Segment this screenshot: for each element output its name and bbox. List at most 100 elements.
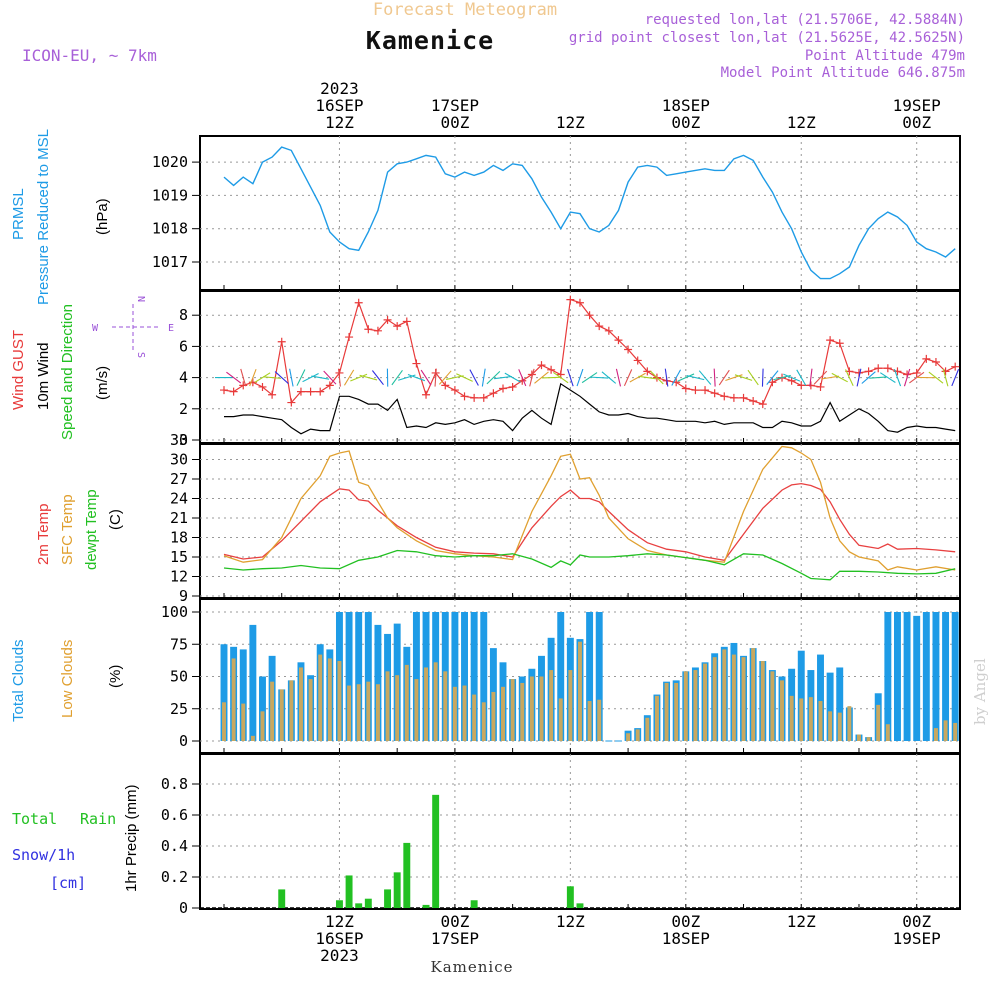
wind-ytick-label: 4 bbox=[179, 369, 188, 387]
low-cloud-bar bbox=[828, 711, 833, 741]
wind-dir-arrow bbox=[856, 368, 862, 387]
compass-e: E bbox=[168, 323, 174, 334]
bottom-time-label: 00Z bbox=[440, 912, 469, 931]
top-time-label: 00Z bbox=[440, 113, 469, 132]
gust-marker bbox=[537, 361, 546, 370]
gust-marker bbox=[422, 390, 431, 399]
low-cloud-bar bbox=[462, 685, 467, 741]
total-cloud-bar bbox=[884, 612, 892, 741]
precip-ytick-label: 0.2 bbox=[161, 868, 188, 886]
total-cloud-bar bbox=[797, 650, 805, 741]
low-cloud-bar bbox=[299, 667, 303, 741]
cloud-unit: (%) bbox=[107, 665, 124, 688]
cloud-labels: Total Clouds Low Clouds (%) bbox=[10, 639, 124, 722]
wind-dir-arrow bbox=[766, 370, 779, 385]
wind-ytick-label: 8 bbox=[179, 306, 188, 324]
low-cloud-bar bbox=[491, 691, 496, 741]
low-cloud-bar bbox=[703, 663, 708, 741]
total-cloud-bar bbox=[932, 612, 940, 741]
gust-marker bbox=[220, 386, 228, 395]
wind-dir-arrow bbox=[226, 371, 242, 384]
precip-bar bbox=[384, 889, 392, 908]
bottom-time-label: 18SEP bbox=[662, 929, 710, 948]
low-cloud-bar bbox=[270, 681, 275, 741]
wind-dir-arrow bbox=[713, 368, 716, 387]
wind-panel: 0 2 4 6 8 bbox=[179, 290, 961, 449]
low-cloud-bar bbox=[770, 671, 775, 741]
wind-labels: Wind GUST 10m Wind Speed and Direction (… bbox=[10, 304, 111, 440]
low-cloud-bar bbox=[760, 661, 765, 741]
gust-marker bbox=[874, 364, 883, 373]
low-cloud-bar bbox=[318, 654, 323, 741]
low-cloud-bar bbox=[799, 698, 804, 741]
dew-label: dewpt Temp bbox=[83, 489, 100, 570]
gust-marker bbox=[402, 317, 411, 326]
dewpt-line bbox=[223, 549, 956, 581]
temp2m-line bbox=[223, 482, 956, 562]
low-cloud-bar bbox=[501, 686, 505, 741]
bottom-time-label: 12Z bbox=[787, 912, 816, 931]
wind-dir-arrow bbox=[796, 369, 807, 386]
wind-dir-arrow bbox=[343, 369, 355, 386]
wind-dir-arrow bbox=[420, 369, 432, 386]
cloud-ytick-label: 100 bbox=[161, 603, 188, 621]
gridpoint-coords: grid point closest lon,lat (21.5625E, 42… bbox=[569, 30, 965, 46]
wind-dir-arrow bbox=[240, 368, 247, 387]
gust-marker bbox=[758, 400, 767, 409]
wind-dir-label: Speed and Direction bbox=[59, 304, 76, 440]
wind-dir-arrow bbox=[504, 372, 521, 383]
top-time-label: 16SEP bbox=[315, 96, 363, 115]
bottom-time-label: 16SEP bbox=[315, 929, 363, 948]
pressure-ytick-label: 1017 bbox=[152, 253, 188, 271]
wind-dir-arrow bbox=[734, 374, 753, 381]
low-cloud-bar bbox=[578, 641, 582, 741]
wind-dir-arrow bbox=[391, 369, 403, 386]
temp-ytick-label: 30 bbox=[170, 451, 188, 469]
gust-marker bbox=[595, 322, 604, 331]
cloud-ytick-label: 75 bbox=[170, 635, 188, 653]
low-cloud-bar bbox=[876, 704, 881, 741]
low-cloud-bar bbox=[433, 662, 438, 741]
wind-dir-arrow bbox=[845, 369, 854, 386]
low-cloud-bar bbox=[674, 682, 679, 741]
wind-dir-arrow bbox=[671, 369, 682, 386]
bottom-time-label: 00Z bbox=[902, 912, 931, 931]
precip-ytick-label: 0.8 bbox=[161, 775, 188, 793]
gust-label: Wind GUST bbox=[10, 330, 27, 410]
compass-s: S bbox=[135, 352, 146, 358]
wind-ytick-label: 2 bbox=[179, 400, 188, 418]
low-cloud-bar bbox=[664, 682, 669, 741]
gust-marker bbox=[912, 368, 921, 377]
low-cloud-bar bbox=[250, 735, 255, 741]
wind-dir-arrow bbox=[518, 369, 527, 387]
total-cloud-bar bbox=[461, 612, 468, 741]
gust-marker bbox=[951, 362, 960, 371]
gust-marker bbox=[883, 364, 892, 373]
temp-ytick-label: 21 bbox=[170, 509, 188, 527]
gust-marker bbox=[729, 393, 738, 402]
wind-dir-arrow bbox=[821, 375, 840, 380]
precip-bar bbox=[576, 903, 584, 908]
cloud-ytick-label: 0 bbox=[179, 732, 188, 750]
low-cloud-bar bbox=[943, 720, 948, 741]
total-cloud-bar bbox=[557, 612, 565, 741]
pressure-labels: PRMSL Pressure Reduced to MSL (hPa) bbox=[10, 129, 111, 305]
gust-marker bbox=[710, 389, 719, 398]
top-time-label: 12Z bbox=[556, 113, 585, 132]
low-cloud-bar bbox=[837, 712, 842, 741]
gust-marker bbox=[296, 387, 305, 396]
gust-marker bbox=[268, 390, 277, 399]
gust-marker bbox=[287, 398, 296, 407]
wind-label: 10m Wind bbox=[35, 342, 52, 410]
low-cloud-bar bbox=[654, 695, 659, 741]
footer-location: Kamenice bbox=[431, 958, 514, 976]
low-cloud-bar bbox=[953, 722, 958, 741]
total-cloud-label: Total Clouds bbox=[10, 639, 27, 722]
wind-dir-arrow bbox=[486, 370, 501, 385]
precip-bar bbox=[335, 900, 343, 908]
wind-ytick-label: 6 bbox=[179, 337, 188, 355]
low-cloud-bar bbox=[808, 697, 813, 741]
gust-marker bbox=[499, 384, 508, 393]
top-time-label: 2023 bbox=[320, 79, 359, 98]
total-cloud-bar bbox=[903, 612, 911, 741]
